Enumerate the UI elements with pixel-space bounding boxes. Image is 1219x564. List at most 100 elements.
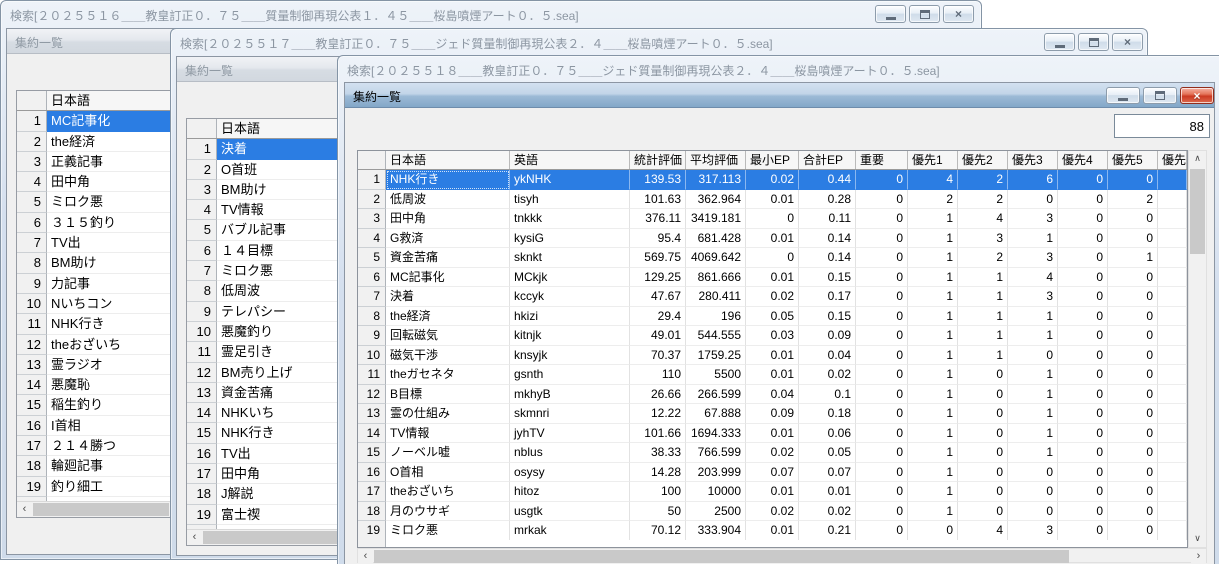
- table-row[interactable]: 16 O首相 osysy 14.28 203.999 0.07 0.07 0 1…: [358, 462, 1187, 482]
- table-row[interactable]: 13 霊の仕組み skmnri 12.22 67.888 0.09 0.18 0…: [358, 404, 1187, 424]
- list-row[interactable]: 19 富士禊: [187, 504, 340, 525]
- table-row[interactable]: 3 田中角 tnkkk 376.11 3419.181 0 0.11 0 1 4: [358, 209, 1187, 229]
- list-row[interactable]: 16 I首相: [17, 415, 170, 437]
- count-field[interactable]: [1114, 114, 1210, 138]
- list-row[interactable]: 15 稲生釣り: [17, 395, 170, 416]
- table-row[interactable]: 1 NHK行き ykNHK 139.53 317.113 0.02 0.44 0…: [358, 170, 1187, 190]
- list-row[interactable]: 1 MC記事化: [17, 111, 170, 132]
- column-header-priority4[interactable]: 優先4: [1058, 151, 1108, 169]
- column-header-priority6[interactable]: 優先: [1158, 151, 1187, 169]
- w2-close-button[interactable]: ×: [1112, 33, 1143, 51]
- list-row[interactable]: 5 ミロク悪: [17, 192, 170, 213]
- w3-titlebar[interactable]: 検索[２０２５５１８＿＿教皇訂正０．７５＿＿ジェド質量制御再現公表２．４＿＿桜島…: [338, 56, 1219, 82]
- column-header-min-ep[interactable]: 最小EP: [746, 151, 799, 169]
- w1-maximize-button[interactable]: [909, 5, 940, 23]
- column-header-important[interactable]: 重要: [856, 151, 908, 169]
- list-row[interactable]: 7 ミロク悪: [187, 261, 340, 282]
- list-row[interactable]: 11 霊足引き: [187, 342, 340, 363]
- table-row[interactable]: 4 G救済 kysiG 95.4 681.428 0.01 0.14 0 1 3: [358, 228, 1187, 248]
- w3-child-minimize-button[interactable]: [1106, 87, 1140, 104]
- list-row[interactable]: 11 NHK行き: [17, 314, 170, 335]
- list-row[interactable]: 15 NHK行き: [187, 423, 340, 444]
- scroll-up-arrow[interactable]: ∧: [1194, 153, 1201, 163]
- scroll-thumb[interactable]: [1190, 169, 1205, 254]
- list-row[interactable]: 7 TV出: [17, 233, 170, 254]
- list-row[interactable]: 4 田中角: [17, 172, 170, 193]
- table-row[interactable]: 8 the経済 hkizi 29.4 196 0.05 0.15 0 1 1 1: [358, 306, 1187, 326]
- scroll-thumb[interactable]: [203, 531, 339, 545]
- scroll-left-arrow[interactable]: ‹: [358, 549, 373, 564]
- column-header-priority3[interactable]: 優先3: [1008, 151, 1058, 169]
- table-row[interactable]: 19 ミロク悪 mrkak 70.12 333.904 0.01 0.21 0 …: [358, 521, 1187, 540]
- table-row[interactable]: 15 ノーベル嘘 nblus 38.33 766.599 0.02 0.05 0…: [358, 443, 1187, 463]
- scroll-left-arrow[interactable]: ‹: [17, 502, 32, 518]
- scroll-thumb[interactable]: [33, 503, 169, 517]
- list-row[interactable]: 18 輪廻記事: [17, 456, 170, 477]
- list-row[interactable]: 17 ２１４勝つ: [17, 436, 170, 457]
- table-row[interactable]: 9 回転磁気 kitnjk 49.01 544.555 0.03 0.09 0 …: [358, 326, 1187, 346]
- column-header-japanese[interactable]: 日本語: [217, 119, 340, 139]
- table-row[interactable]: 6 MC記事化 MCkjk 129.25 861.666 0.01 0.15 0…: [358, 267, 1187, 287]
- list-row[interactable]: 13 資金苦痛: [187, 382, 340, 404]
- list-row[interactable]: 9 力記事: [17, 273, 170, 294]
- column-header-priority1[interactable]: 優先1: [908, 151, 958, 169]
- table-row[interactable]: 10 磁気干渉 knsyjk 70.37 1759.25 0.01 0.04 0…: [358, 345, 1187, 365]
- table-row[interactable]: 2 低周波 tisyh 101.63 362.964 0.01 0.28 0 2…: [358, 189, 1187, 209]
- list-row[interactable]: 3 BM助け: [187, 179, 340, 201]
- scroll-thumb[interactable]: [374, 550, 1069, 563]
- w3-child-maximize-button[interactable]: [1143, 87, 1177, 104]
- w2-maximize-button[interactable]: [1078, 33, 1109, 51]
- list-row[interactable]: 3 正義記事: [17, 151, 170, 173]
- list-row[interactable]: 14 悪魔恥: [17, 375, 170, 396]
- w1-close-button[interactable]: ×: [943, 5, 974, 23]
- list-row[interactable]: 1 決着: [187, 139, 340, 160]
- table-row[interactable]: 5 資金苦痛 sknkt 569.75 4069.642 0 0.14 0 1 …: [358, 248, 1187, 268]
- scroll-down-arrow[interactable]: ∨: [1194, 533, 1201, 543]
- w1-titlebar[interactable]: 検索[２０２５５１６＿＿教皇訂正０．７５＿＿質量制御再現公表１．４５＿＿桜島噴煙…: [1, 1, 981, 27]
- column-header-average[interactable]: 平均評価: [686, 151, 746, 169]
- w2-minimize-button[interactable]: [1044, 33, 1075, 51]
- table-row[interactable]: 11 theガセネタ gsnth 110 5500 0.01 0.02 0 1 …: [358, 365, 1187, 385]
- w2-titlebar[interactable]: 検索[２０２５５１７＿＿教皇訂正０．７５＿＿ジェド質量制御再現公表２．４＿＿桜島…: [171, 29, 1147, 55]
- list-row[interactable]: 14 NHKいち: [187, 403, 340, 424]
- list-row[interactable]: 6 １４目標: [187, 240, 340, 262]
- summary-table-hscrollbar[interactable]: ‹ ›: [357, 548, 1207, 564]
- table-row[interactable]: 12 B目標 mkhyB 26.66 266.599 0.04 0.1 0 1 …: [358, 384, 1187, 404]
- list-row[interactable]: 9 テレパシー: [187, 301, 340, 322]
- w1-minimize-button[interactable]: [875, 5, 906, 23]
- w3-child-titlebar[interactable]: 集約一覧 ×: [345, 83, 1214, 108]
- table-row[interactable]: 7 決着 kccyk 47.67 280.411 0.02 0.17 0 1 1: [358, 287, 1187, 307]
- column-header-total-ep[interactable]: 合計EP: [799, 151, 856, 169]
- list-row[interactable]: 8 BM助け: [17, 253, 170, 274]
- scroll-right-arrow[interactable]: ›: [1191, 549, 1206, 564]
- w2-list-hscrollbar[interactable]: ‹: [187, 529, 340, 546]
- list-row[interactable]: 18 J解説: [187, 484, 340, 505]
- list-row[interactable]: 19 釣り細工: [17, 476, 170, 497]
- w1-list-hscrollbar[interactable]: ‹: [17, 501, 170, 518]
- list-row[interactable]: 13 霊ラジオ: [17, 354, 170, 376]
- column-header-stat[interactable]: 統計評価: [630, 151, 686, 169]
- list-row[interactable]: 2 the経済: [17, 131, 170, 152]
- table-row[interactable]: 17 theおざいち hitoz 100 10000 0.01 0.01 0 1…: [358, 482, 1187, 502]
- summary-table-vscrollbar[interactable]: ∧ ∨: [1188, 150, 1207, 548]
- list-row[interactable]: 5 バブル記事: [187, 220, 340, 241]
- table-row[interactable]: 14 TV情報 jyhTV 101.66 1694.333 0.01 0.06 …: [358, 423, 1187, 443]
- list-row[interactable]: 8 低周波: [187, 281, 340, 302]
- column-header-japanese[interactable]: 日本語: [386, 151, 510, 169]
- column-header-priority5[interactable]: 優先5: [1108, 151, 1158, 169]
- scroll-left-arrow[interactable]: ‹: [187, 530, 202, 546]
- list-row[interactable]: 4 TV情報: [187, 200, 340, 221]
- column-header-japanese[interactable]: 日本語: [47, 91, 170, 111]
- list-row[interactable]: 6 ３１５釣り: [17, 212, 170, 234]
- list-row[interactable]: 12 BM売り上げ: [187, 362, 340, 383]
- list-row[interactable]: 10 Nいちコン: [17, 293, 170, 315]
- list-row[interactable]: 16 TV出: [187, 443, 340, 465]
- table-row[interactable]: 18 月のウサギ usgtk 50 2500 0.02 0.02 0 1 0 0: [358, 501, 1187, 521]
- list-row[interactable]: 10 悪魔釣り: [187, 321, 340, 343]
- w3-child-close-button[interactable]: ×: [1180, 87, 1214, 104]
- list-row[interactable]: 2 O首班: [187, 159, 340, 180]
- column-header-english[interactable]: 英語: [510, 151, 630, 169]
- list-row[interactable]: 12 theおざいち: [17, 334, 170, 355]
- column-header-priority2[interactable]: 優先2: [958, 151, 1008, 169]
- list-row[interactable]: 17 田中角: [187, 464, 340, 485]
